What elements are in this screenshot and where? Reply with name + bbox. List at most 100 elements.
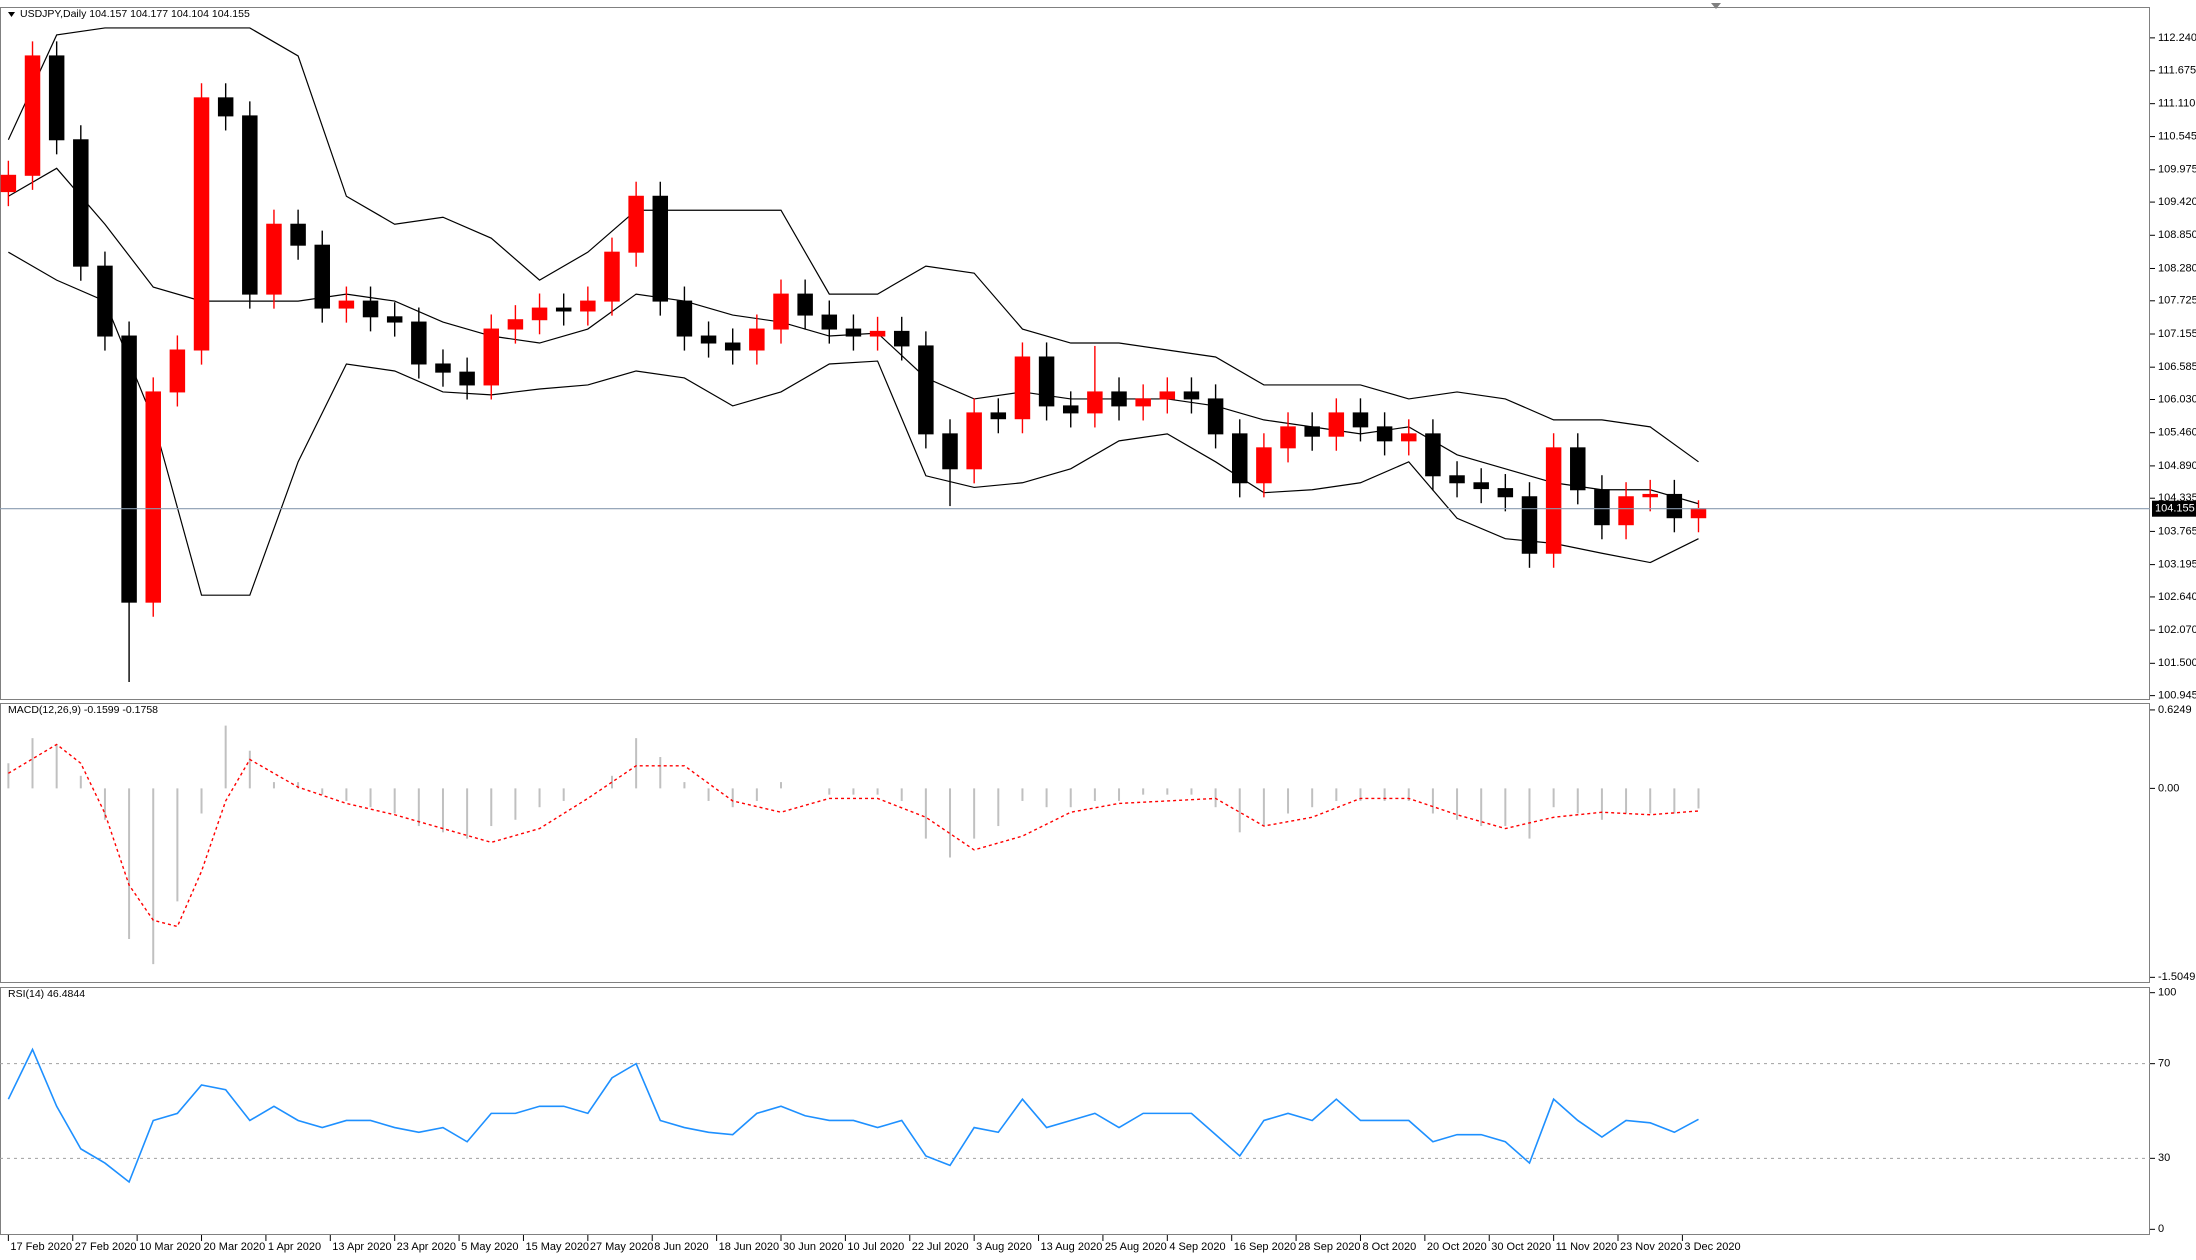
y-tick-label: 106.585: [2158, 361, 2196, 373]
x-tick-label: 27 Feb 2020: [75, 1241, 137, 1253]
x-tick-label: 5 May 2020: [461, 1241, 518, 1253]
candle-body: [1304, 426, 1320, 437]
candle-body: [724, 342, 741, 351]
rsi-line: [7, 1047, 1699, 1184]
candle-body: [507, 319, 524, 330]
y-tick-label: 107.155: [2158, 328, 2196, 340]
candle-body: [942, 433, 958, 470]
y-tick-label: 103.195: [2158, 559, 2196, 571]
candle-body: [97, 265, 113, 337]
x-tick-label: 17 Feb 2020: [10, 1241, 72, 1253]
candle-body: [1570, 447, 1586, 491]
candle-body: [773, 293, 789, 330]
candle-body: [1062, 405, 1079, 414]
x-tick-label: 8 Oct 2020: [1362, 1241, 1416, 1253]
candle-body: [435, 363, 451, 373]
x-tick-label: 3 Aug 2020: [976, 1241, 1032, 1253]
candle-body: [24, 55, 41, 176]
y-tick-label: 100.945: [2158, 690, 2196, 702]
x-tick-label: 15 May 2020: [525, 1241, 589, 1253]
candle-body: [1618, 496, 1634, 526]
candle-body: [338, 300, 355, 309]
candle-body: [1642, 493, 1658, 498]
x-tick-label: 30 Oct 2020: [1491, 1241, 1551, 1253]
panel-title: RSI(14) 46.4844: [8, 988, 85, 1000]
candle-body: [1256, 447, 1272, 484]
shift-marker: [1711, 3, 1721, 9]
candle-body: [386, 316, 403, 323]
y-tick-label: 105.460: [2158, 427, 2196, 439]
bollinger-lower: [8, 251, 1699, 596]
y-tick-label: 108.280: [2158, 262, 2196, 274]
candle-body: [1207, 398, 1224, 435]
plot-area: [0, 27, 1707, 682]
candle-body: [362, 300, 379, 318]
candle-body: [1401, 433, 1417, 442]
candle-body: [749, 328, 765, 351]
candle-body: [893, 330, 910, 347]
candle-body: [1545, 447, 1562, 554]
candle-body: [411, 321, 427, 365]
candle-body: [145, 391, 161, 603]
candle-body: [1159, 391, 1176, 400]
candle-body: [1111, 391, 1127, 407]
candle-body: [1425, 433, 1441, 477]
x-tick-label: 28 Sep 2020: [1298, 1241, 1360, 1253]
x-tick-label: 1 Apr 2020: [268, 1241, 321, 1253]
x-tick-label: 10 Jul 2020: [847, 1241, 904, 1253]
candle-body: [0, 174, 17, 193]
candle-body: [290, 223, 306, 246]
y-tick-label: 107.725: [2158, 295, 2196, 307]
y-tick-label: 0: [2158, 1223, 2164, 1235]
panel-title: MACD(12,26,9) -0.1599 -0.1758: [8, 704, 158, 716]
y-tick-label: 70: [2158, 1058, 2170, 1070]
x-tick-label: 13 Aug 2020: [1041, 1241, 1103, 1253]
x-tick-label: 23 Apr 2020: [397, 1241, 456, 1253]
x-tick-label: 30 Jun 2020: [783, 1241, 844, 1253]
x-tick-label: 25 Aug 2020: [1105, 1241, 1167, 1253]
candle-body: [1232, 433, 1248, 484]
current-price-label: 104.155: [2155, 503, 2195, 515]
y-tick-label: 110.545: [2158, 130, 2196, 142]
candle-body: [1449, 475, 1465, 484]
candle-body: [1183, 391, 1200, 400]
candle-body: [1521, 496, 1538, 554]
candle-body: [73, 139, 89, 267]
y-tick-label: 101.500: [2158, 657, 2196, 669]
x-tick-label: 8 Jun 2020: [654, 1241, 708, 1253]
symbol-menu[interactable]: [8, 12, 15, 17]
y-tick-label: 112.240: [2158, 32, 2196, 44]
candle-body: [1038, 356, 1055, 407]
x-tick-label: 23 Nov 2020: [1620, 1241, 1682, 1253]
candle-body: [266, 223, 282, 295]
candle-body: [966, 412, 982, 470]
candle-body: [821, 314, 838, 330]
candle-body: [217, 97, 234, 117]
candle-body: [1352, 412, 1369, 428]
candle-body: [1087, 391, 1103, 414]
x-tick-label: 16 Sep 2020: [1234, 1241, 1296, 1253]
candle-body: [1497, 488, 1514, 498]
bollinger-upper: [7, 27, 1699, 463]
plot-area: [7, 725, 1700, 965]
y-tick-label: 111.675: [2158, 65, 2196, 77]
x-tick-label: 22 Jul 2020: [912, 1241, 969, 1253]
rsi-panel: [0, 987, 2150, 1235]
y-tick-label: 106.030: [2158, 393, 2196, 405]
y-tick-label: 104.890: [2158, 460, 2196, 472]
candle-body: [169, 349, 186, 393]
candle-body: [580, 300, 596, 312]
candle-body: [48, 55, 65, 141]
candle-body: [628, 195, 644, 253]
candle-body: [700, 335, 717, 344]
candle-body: [555, 307, 572, 312]
price-tag: [2152, 500, 2196, 517]
candle-body: [918, 345, 934, 435]
y-tick-label: 30: [2158, 1152, 2170, 1164]
x-tick-label: 18 Jun 2020: [719, 1241, 780, 1253]
candle-body: [1135, 398, 1151, 407]
plot-area: [0, 1047, 2150, 1184]
candle-body: [797, 293, 813, 316]
